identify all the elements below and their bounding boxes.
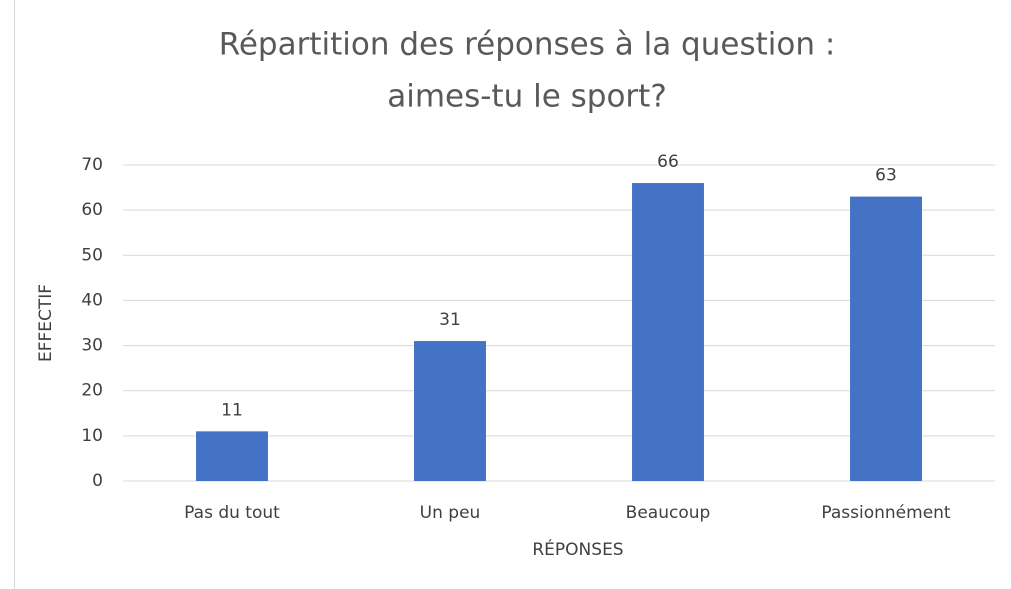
y-tick-label: 50	[81, 245, 103, 265]
x-tick-label: Un peu	[420, 503, 481, 523]
y-axis-title: EFFECTIF	[36, 284, 56, 362]
x-axis-title: RÉPONSES	[532, 538, 623, 560]
chart-title: aimes-tu le sport?	[387, 79, 667, 115]
data-label: 31	[439, 310, 461, 330]
bar	[632, 183, 704, 482]
y-tick-label: 20	[81, 381, 103, 401]
x-tick-label: Passionnément	[821, 503, 951, 523]
data-label: 11	[221, 400, 243, 420]
bar	[196, 431, 268, 481]
chart-title: Répartition des réponses à la question :	[219, 27, 836, 63]
data-label: 63	[875, 166, 897, 186]
bar	[414, 341, 486, 481]
data-label: 66	[657, 152, 679, 172]
y-tick-label: 40	[81, 290, 103, 310]
x-tick-label: Pas du tout	[184, 503, 280, 523]
y-tick-label: 30	[81, 336, 103, 356]
chart-border	[14, 0, 15, 589]
y-tick-label: 0	[92, 471, 103, 491]
y-tick-label: 70	[81, 155, 103, 175]
x-tick-label: Beaucoup	[626, 503, 711, 523]
bar	[850, 196, 922, 481]
y-tick-label: 10	[81, 426, 103, 446]
y-tick-label: 60	[81, 200, 103, 220]
